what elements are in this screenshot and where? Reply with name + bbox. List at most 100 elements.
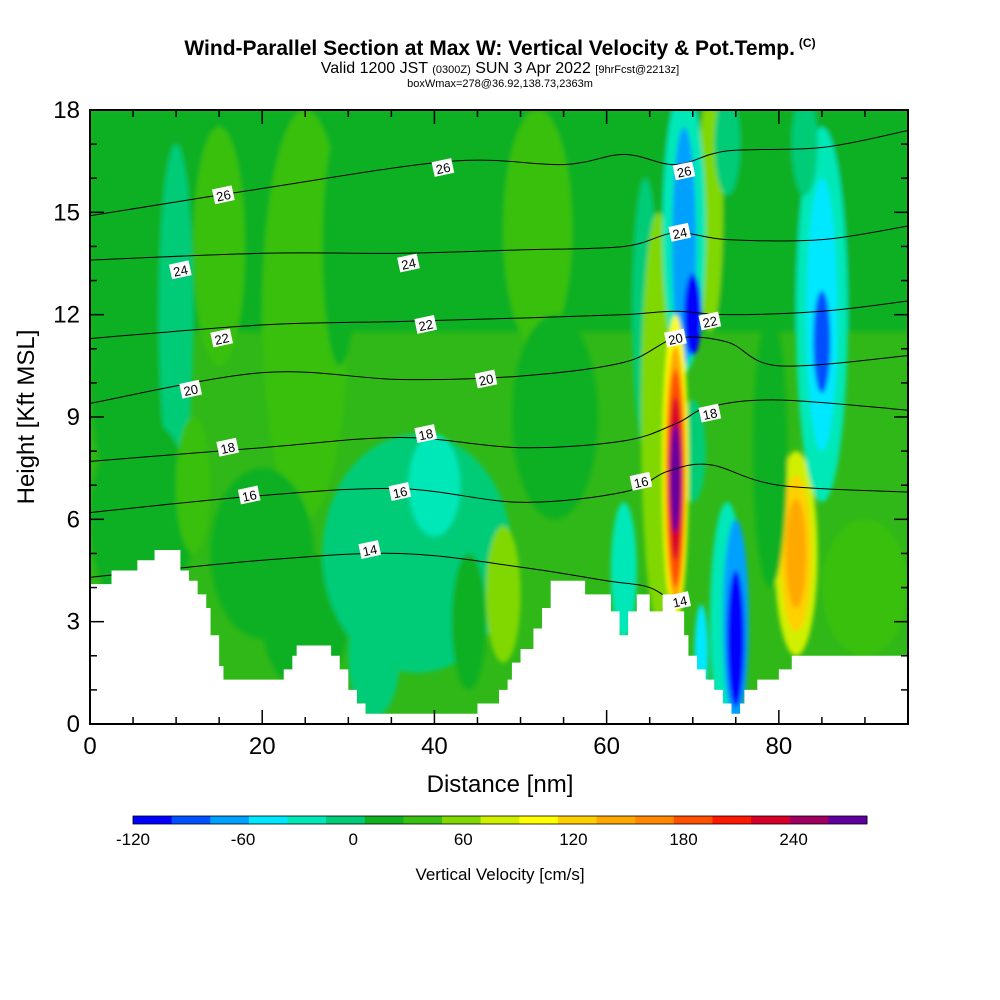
velocity-patch-42 [714,110,741,196]
isentrope-label-14: 18 [698,403,722,423]
x-tick-label: 20 [249,733,276,760]
isentrope-label-9: 20 [179,379,202,399]
chart-title: Wind-Parallel Section at Max W: Vertical… [0,36,1000,61]
x-tick-label: 40 [421,733,448,760]
chart-box-info: boxWmax=278@36.92,138.73,2363m [407,78,593,90]
velocity-patch-5 [322,127,357,366]
isentrope-label-text: 14 [361,542,378,560]
colorbar-tick-label: 60 [454,830,473,849]
isentrope-label-19: 14 [668,591,692,611]
isentrope-label-text: 18 [701,405,718,423]
colorbar-swatch [480,816,520,824]
y-tick-label: 15 [53,199,80,226]
colorbar-swatch [673,816,713,824]
isentrope-24 [90,225,908,261]
colorbar-tick-label: 0 [348,830,357,849]
velocity-patch-15 [348,594,400,718]
isentrope-label-text: 24 [671,224,688,242]
velocity-patch-34 [727,570,745,707]
isentrope-label-text: 18 [417,426,434,444]
y-tick-label: 18 [53,97,80,124]
isentrope-label-16: 16 [388,482,412,502]
isentrope-label-text: 16 [391,484,408,502]
y-tick-label: 3 [67,609,80,636]
x-tick-label: 80 [765,733,792,760]
valid-main: Valid 1200 JST [320,60,428,77]
y-axis-title: Height [Kft MSL] [13,330,40,505]
isentrope-label-text: 18 [219,439,236,457]
title-text: Wind-Parallel Section at Max W: Vertical… [184,37,795,60]
velocity-patch-24 [684,273,702,356]
velocity-contour-fill [90,110,908,724]
colorbar-tick-label: 240 [779,830,807,849]
isentrope-label-text: 26 [676,163,693,181]
colorbar-title: Vertical Velocity [cm/s] [415,865,584,884]
colorbar-swatch [248,816,288,824]
velocity-patch-18 [610,502,637,639]
potential-temperature-contours [90,129,908,606]
y-tick-label: 6 [67,506,80,533]
velocity-patch-45 [753,314,788,588]
valid-utc: (0300Z) [432,64,471,76]
velocity-patch-14 [408,434,461,537]
title-copyright-mark: (C) [798,36,816,50]
y-tick-label: 12 [53,302,80,329]
isentrope-label-text: 14 [671,593,688,611]
velocity-patch-44 [821,519,908,656]
valid-date: SUN 3 Apr 2022 [475,60,591,77]
colorbar-swatch [828,816,868,824]
isentrope-label-4: 24 [397,253,420,273]
isentrope-label-11: 20 [664,328,687,348]
isentrope-18 [90,399,908,462]
colorbar-swatch [596,816,636,824]
velocity-patch-16 [486,526,521,663]
colorbar-swatch [326,816,366,824]
colorbar-tick-label: 180 [669,830,697,849]
colorbar-swatch [557,816,597,824]
velocity-patch-17 [451,553,487,690]
velocity-patch-30 [670,423,681,533]
isentrope-16 [90,463,908,514]
colorbar-tick-label: 120 [559,830,587,849]
isentrope-label-17: 16 [629,471,653,491]
plot-area [90,110,908,724]
velocity-patch-40 [813,290,831,394]
isentrope-label-text: 16 [241,487,258,505]
isentrope-label-2: 26 [672,161,696,181]
axes: 0 20 40 60 80 0 3 6 9 12 15 18 [53,97,909,760]
colorbar-swatch [403,816,443,824]
isentrope-label-5: 24 [668,222,692,242]
isentrope-label-15: 16 [237,485,261,505]
isentrope-14 [90,552,676,606]
isentrope-labels: 26 26 26 24 24 24 22 22 22 20 20 20 18 18 18 16 16 16 14 14 [168,158,722,611]
isentrope-label-text: 20 [478,371,495,389]
colorbar-swatch [287,816,327,824]
isentrope-label-text: 22 [213,330,230,348]
x-tick-label: 60 [593,733,620,760]
colorbar-tick-label: -60 [231,830,256,849]
velocity-patch-3 [193,127,245,366]
colorbar-swatch [210,816,250,824]
isentrope-label-text: 22 [701,313,718,331]
velocity-patch-7 [503,110,573,349]
colorbar: -120 -60 0 60 120 180 240 [116,815,868,849]
colorbar-swatch [133,816,173,824]
colorbar-swatch [442,816,482,824]
isentrope-label-8: 22 [698,311,722,331]
isentrope-label-text: 26 [434,160,451,178]
y-tick-label: 0 [67,711,80,738]
colorbar-tick-label: -120 [116,830,150,849]
isentrope-22 [90,300,908,340]
isentrope-20 [90,336,908,404]
velocity-patch-41 [791,110,818,196]
isentrope-label-0: 26 [212,185,235,205]
velocity-patch-8 [511,314,599,520]
isentrope-label-text: 20 [182,381,199,399]
colorbar-swatch [364,816,404,824]
isentrope-label-text: 22 [417,317,434,335]
isentrope-label-1: 26 [431,158,455,178]
isentrope-label-text: 16 [633,473,650,491]
isentrope-label-13: 18 [414,424,438,444]
colorbar-frame [132,815,868,825]
